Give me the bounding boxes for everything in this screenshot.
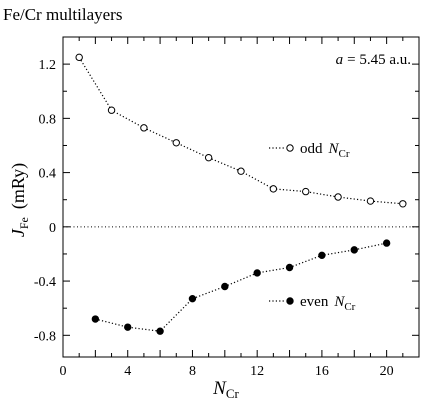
legend-even-label: even NCr [300,294,356,313]
data-point-odd [399,200,407,208]
data-point-odd [204,153,213,162]
y-tick-label: 0 [49,221,56,236]
legend-odd-sub: Cr [339,148,350,160]
x-tick-label: 4 [124,364,131,379]
series-line-odd [78,57,403,205]
series-points [75,53,407,335]
legend-even-text: even [300,294,329,310]
data-point-odd [75,53,83,62]
x-tick-label: 12 [250,364,264,379]
data-point-even [350,246,358,254]
y-tick-label: 0.8 [39,112,57,127]
x-tick-label: 8 [189,364,196,379]
x-axis-label-sub: Cr [226,386,240,401]
legend-odd-marker [286,144,294,152]
y-tick-label: 0.4 [39,167,57,182]
y-tick-label: 1.2 [39,58,57,73]
x-tick-label: 16 [315,364,329,379]
y-tick-label: -0.8 [34,329,56,344]
plot-frame [62,36,420,358]
data-point-odd [366,197,375,205]
legend-odd-label: odd NCr [300,141,350,160]
data-point-even [156,327,164,335]
annotation-variable: a [336,52,344,68]
data-point-even [318,251,326,260]
data-point-odd [172,139,180,147]
y-axis-label: JFe (mRy) [8,163,31,237]
x-axis-label-main: N [212,378,227,399]
legend-even-var: N [333,294,345,310]
legend-odd-text: odd [300,141,323,157]
chart-title: Fe/Cr multilayers [3,5,122,24]
y-axis-label-sub: Fe [17,217,31,229]
data-point-odd [237,167,245,175]
legend-even-marker [286,297,294,305]
data-point-odd [107,106,116,114]
legend-odd: odd NCr [269,141,350,160]
legend-even-sub: Cr [344,301,355,313]
annotation-value: = 5.45 a.u. [347,52,411,68]
data-point-odd [140,124,148,132]
series-line-even [95,242,387,332]
x-tick-label: 20 [380,364,394,379]
data-point-even [124,323,132,331]
data-point-even [253,269,261,277]
data-point-even [91,315,100,323]
y-axis-label-main: J [8,228,28,237]
legend-odd-var: N [328,141,340,157]
x-tick-label: 0 [60,364,67,379]
tick-layer: 0 4 8 12 16 20 1.2 0.8 0.4 0 -0.4 -0.8 [34,37,420,379]
data-point-even [285,263,294,272]
data-point-odd [334,193,342,201]
data-point-even [382,239,391,247]
y-tick-label: -0.4 [34,275,56,290]
y-axis-label-units: (mRy) [8,163,29,209]
x-axis-label: NCr [212,378,239,401]
data-point-odd [269,185,278,193]
data-point-even [188,294,197,303]
chart-annotation: a = 5.45 a.u. [336,52,411,68]
series-lines [78,57,403,332]
data-point-odd [302,187,310,196]
data-point-even [221,282,229,291]
legend-even: even NCr [269,294,356,313]
